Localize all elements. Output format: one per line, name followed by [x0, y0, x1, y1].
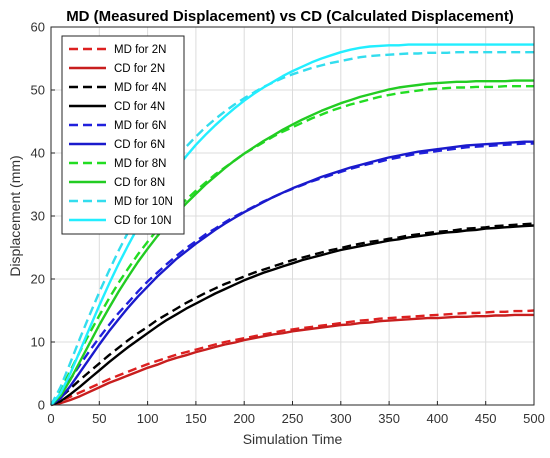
x-tick-label: 300	[330, 411, 352, 426]
series-line-md-for-8n	[49, 84, 534, 406]
x-tick-label: 200	[233, 411, 255, 426]
x-tick-label: 450	[475, 411, 497, 426]
series-line-cd-for-6n	[50, 140, 534, 406]
legend-label: MD for 2N	[114, 44, 166, 56]
series-line-cd-for-8n	[50, 79, 534, 406]
x-axis-label: Simulation Time	[243, 431, 343, 447]
y-tick-label: 50	[31, 83, 45, 98]
legend: MD for 2N CD for 2N MD for 4N CD for 4N MD f…	[61, 35, 185, 235]
y-axis-label: Displacement (mm)	[7, 155, 23, 276]
x-tick-label: 50	[92, 411, 106, 426]
x-tick-label: 150	[185, 411, 207, 426]
y-tick-label: 10	[31, 335, 45, 350]
y-tick-label: 30	[31, 209, 45, 224]
series-line-md-for-2n	[50, 309, 535, 407]
legend-label: MD for 10N	[114, 196, 173, 208]
tick-labels: 0 50 100 150 200 250 300 350 400 450 500 0 10 20 30 40 5…	[31, 20, 545, 427]
chart-title: MD (Measured Displacement) vs CD (Calcul…	[66, 8, 514, 25]
legend-label: MD for 8N	[114, 158, 166, 170]
y-tick-label: 0	[38, 398, 45, 413]
x-tick-label: 500	[523, 411, 545, 426]
legend-label: CD for 10N	[114, 215, 172, 227]
y-tick-label: 20	[31, 272, 45, 287]
x-tick-label: 100	[137, 411, 159, 426]
legend-label: CD for 2N	[114, 63, 165, 75]
legend-label: MD for 4N	[114, 82, 166, 94]
series-line-md-for-4n	[50, 222, 535, 406]
x-tick-label: 400	[427, 411, 449, 426]
x-tick-label: 250	[282, 411, 304, 426]
legend-label: CD for 6N	[114, 139, 165, 151]
legend-label: CD for 4N	[114, 101, 165, 113]
legend-label: CD for 8N	[114, 177, 165, 189]
x-tick-label: 350	[378, 411, 400, 426]
x-tick-label: 0	[47, 411, 54, 426]
series-line-cd-for-10n	[50, 43, 534, 406]
legend-label: MD for 6N	[114, 120, 166, 132]
series-group	[49, 43, 535, 407]
series-line-cd-for-4n	[50, 224, 535, 407]
series-line-cd-for-2n	[50, 313, 534, 407]
y-tick-label: 40	[31, 146, 45, 161]
y-tick-label: 60	[31, 20, 45, 35]
